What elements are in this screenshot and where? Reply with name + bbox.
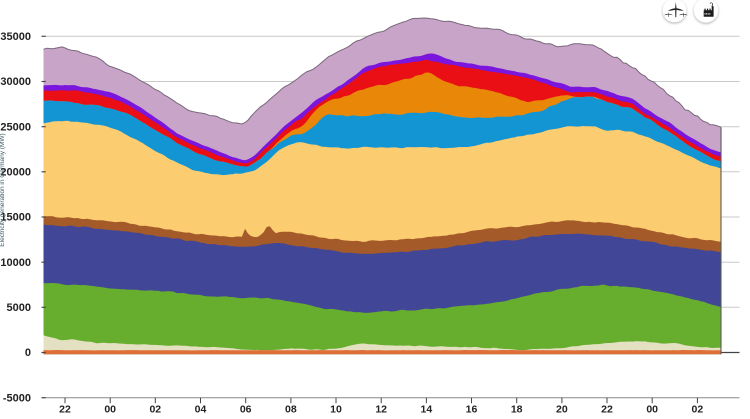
- svg-text:22: 22: [601, 404, 613, 416]
- svg-text:18: 18: [511, 404, 523, 416]
- svg-text:22: 22: [59, 404, 71, 416]
- svg-text:12: 12: [375, 404, 387, 416]
- svg-text:25000: 25000: [0, 121, 31, 133]
- svg-text:20: 20: [556, 404, 568, 416]
- svg-text:04: 04: [195, 404, 207, 416]
- svg-text:08: 08: [285, 404, 297, 416]
- svg-text:10000: 10000: [0, 257, 31, 269]
- svg-text:00: 00: [104, 404, 116, 416]
- svg-text:16: 16: [466, 404, 478, 416]
- svg-text:35000: 35000: [0, 31, 31, 43]
- svg-text:15000: 15000: [0, 212, 31, 224]
- svg-text:5000: 5000: [7, 302, 31, 314]
- svg-text:0: 0: [25, 347, 31, 359]
- svg-text:30000: 30000: [0, 76, 31, 88]
- svg-text:00: 00: [646, 404, 658, 416]
- svg-text:02: 02: [692, 404, 704, 416]
- svg-text:02: 02: [149, 404, 161, 416]
- svg-text:20000: 20000: [0, 166, 31, 178]
- svg-text:10: 10: [330, 404, 342, 416]
- svg-text:-5000: -5000: [3, 392, 31, 404]
- svg-text:14: 14: [421, 404, 433, 416]
- svg-text:Electricity generation in Germ: Electricity generation in Germany (MW): [0, 133, 6, 246]
- svg-text:06: 06: [240, 404, 252, 416]
